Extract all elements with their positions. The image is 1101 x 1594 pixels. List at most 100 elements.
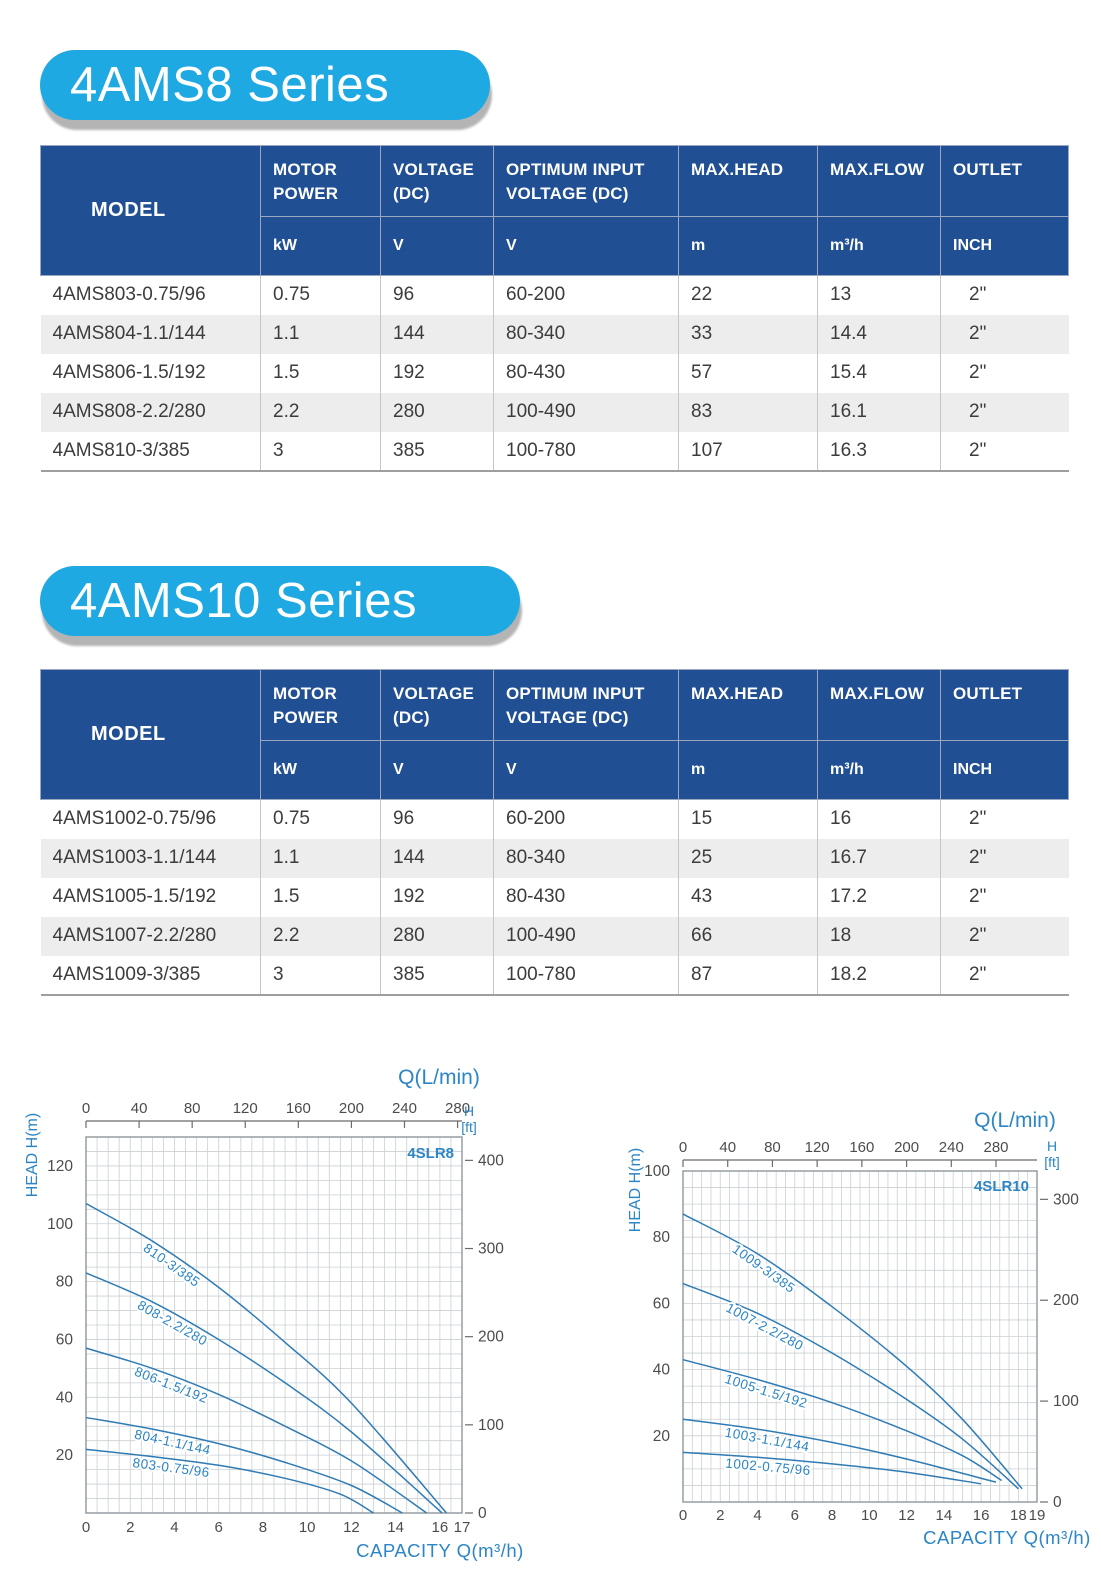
pump-curve: [682, 1358, 1003, 1482]
col-unit: V: [380, 216, 494, 276]
series-banner-4ams10: 4AMS10 Series: [40, 566, 520, 636]
bottom-axis-tick-label: 18: [1010, 1507, 1027, 1524]
bottom-axis-tick-label: 8: [828, 1507, 836, 1524]
cell-max-head: 43: [678, 877, 818, 917]
x-axis-title: CAPACITY Q(m³/h): [923, 1527, 1091, 1548]
left-axis-tick-label: 80: [56, 1274, 74, 1291]
table-row: 4AMS804-1.1/144 1.1 144 80-340 33 14.4 2": [40, 314, 1069, 354]
bottom-axis-tick-label: 0: [82, 1519, 90, 1536]
left-axis-tick-label: 40: [653, 1362, 671, 1379]
cell-model: 4AMS810-3/385: [40, 431, 261, 472]
performance-chart-4slr8: 0 40 80 120 160 200 240 280Q(L/min)H[ft]2040608…: [24, 1066, 523, 1561]
top-axis-tick-label: 80: [764, 1139, 781, 1156]
cell-optimum-voltage: 100-780: [493, 955, 679, 996]
table-row: 4AMS1005-1.5/192 1.5 192 80-430 43 17.2 2": [40, 877, 1069, 917]
top-axis-tick-label: 160: [286, 1100, 311, 1117]
chart-grid: [683, 1171, 1037, 1502]
right-axis-tick-label: 400: [478, 1152, 504, 1169]
cell-voltage: 385: [380, 431, 494, 472]
curve-label: 804-1.1/144: [133, 1427, 212, 1458]
cell-motor-power: 2.2: [260, 392, 381, 432]
cell-max-flow: 16.1: [817, 392, 941, 432]
right-axis-title-line2: [ft]: [1044, 1154, 1060, 1170]
spec-table-4ams8: MODEL MOTOR POWER VOLTAGE (DC) OPTIMUM INPU…: [40, 145, 1069, 472]
top-axis-tick-label: 0: [82, 1100, 90, 1117]
cell-optimum-voltage: 80-340: [493, 838, 679, 878]
cell-max-head: 83: [678, 392, 818, 432]
left-axis-tick-label: 120: [47, 1158, 73, 1175]
col-header: MAX.FLOW: [817, 145, 941, 217]
cell-motor-power: 3: [260, 955, 381, 996]
cell-outlet: 2": [940, 314, 1069, 354]
bottom-axis-tick-label: 6: [215, 1519, 223, 1536]
series-banner-4ams10-label: 4AMS10 Series: [70, 574, 417, 628]
top-axis-tick-label: 200: [339, 1100, 364, 1117]
top-axis-tick-label: 40: [131, 1100, 148, 1117]
cell-max-flow: 18.2: [817, 955, 941, 996]
bottom-axis-tick-label: 17: [454, 1519, 471, 1536]
table-row: 4AMS803-0.75/96 0.75 96 60-200 22 13 2": [40, 275, 1069, 315]
cell-optimum-voltage: 100-780: [493, 431, 679, 472]
chart-name-label: 4SLR8: [407, 1145, 454, 1162]
cell-max-flow: 13: [817, 275, 941, 315]
cell-max-head: 66: [678, 916, 818, 956]
cell-voltage: 385: [380, 955, 494, 996]
cell-max-head: 15: [678, 799, 818, 839]
top-axis-tick-label: 240: [939, 1139, 964, 1156]
cell-outlet: 2": [940, 431, 1069, 472]
col-header: OUTLET: [940, 145, 1069, 217]
col-header: VOLTAGE (DC): [380, 145, 494, 217]
col-unit: V: [493, 740, 679, 800]
right-axis-title-line2: [ft]: [461, 1119, 477, 1135]
performance-chart-4slr10: 0 40 80 120 160 200 240 280Q(L/min)H[ft]2040608…: [627, 1109, 1091, 1548]
cell-motor-power: 0.75: [260, 799, 381, 839]
top-axis-tick-label: 120: [805, 1139, 830, 1156]
curve-label: 1002-0.75/96: [725, 1456, 812, 1479]
bottom-axis-tick-label: 12: [343, 1519, 360, 1536]
left-axis-tick-label: 20: [653, 1428, 671, 1445]
cell-voltage: 96: [380, 799, 494, 839]
col-header: MOTOR POWER: [260, 669, 381, 741]
bottom-axis-tick-label: 10: [861, 1507, 878, 1524]
cell-model: 4AMS1002-0.75/96: [40, 799, 261, 839]
cell-optimum-voltage: 100-490: [493, 916, 679, 956]
cell-model: 4AMS1003-1.1/144: [40, 838, 261, 878]
pump-curve: [85, 1272, 443, 1514]
pump-curve: [682, 1213, 1023, 1490]
table-row: 4AMS1009-3/385 3 385 100-780 87 18.2 2": [40, 955, 1069, 996]
left-axis-tick-label: 60: [56, 1331, 74, 1348]
cell-optimum-voltage: 60-200: [493, 275, 679, 315]
cell-outlet: 2": [940, 799, 1069, 839]
pump-curve: [682, 1451, 982, 1485]
cell-max-flow: 16.7: [817, 838, 941, 878]
bottom-axis-tick-label: 2: [716, 1507, 724, 1524]
col-unit: m: [678, 216, 818, 276]
spec-table-4ams10: MODEL MOTOR POWER VOLTAGE (DC) OPTIMUM INPU…: [40, 669, 1069, 996]
cell-max-head: 22: [678, 275, 818, 315]
left-axis-tick-label: 20: [56, 1447, 74, 1464]
cell-outlet: 2": [940, 392, 1069, 432]
table-row: 4AMS1003-1.1/144 1.1 144 80-340 25 16.7 2": [40, 838, 1069, 878]
cell-model: 4AMS1005-1.5/192: [40, 877, 261, 917]
cell-voltage: 144: [380, 314, 494, 354]
table-row: 4AMS1007-2.2/280 2.2 280 100-490 66 18 2": [40, 916, 1069, 956]
y-axis-title: HEAD H(m): [24, 1113, 41, 1197]
top-axis-tick-label: 280: [983, 1139, 1008, 1156]
cell-optimum-voltage: 80-340: [493, 314, 679, 354]
pump-curve: [85, 1448, 374, 1514]
curve-label: 1009-3/385: [730, 1241, 798, 1296]
cell-model: 4AMS808-2.2/280: [40, 392, 261, 432]
curve-label: 808-2.2/280: [135, 1297, 210, 1348]
curve-label: 806-1.5/192: [132, 1364, 210, 1406]
cell-optimum-voltage: 100-490: [493, 392, 679, 432]
col-header: OPTIMUM INPUT VOLTAGE (DC): [493, 669, 679, 741]
cell-model: 4AMS804-1.1/144: [40, 314, 261, 354]
chart-grid: [86, 1137, 462, 1513]
table-row: 4AMS806-1.5/192 1.5 192 80-430 57 15.4 2": [40, 353, 1069, 393]
col-header-model: MODEL: [40, 669, 261, 800]
cell-max-head: 87: [678, 955, 818, 996]
left-axis-tick-label: 60: [653, 1295, 671, 1312]
right-axis-tick-label: 100: [1053, 1393, 1079, 1410]
